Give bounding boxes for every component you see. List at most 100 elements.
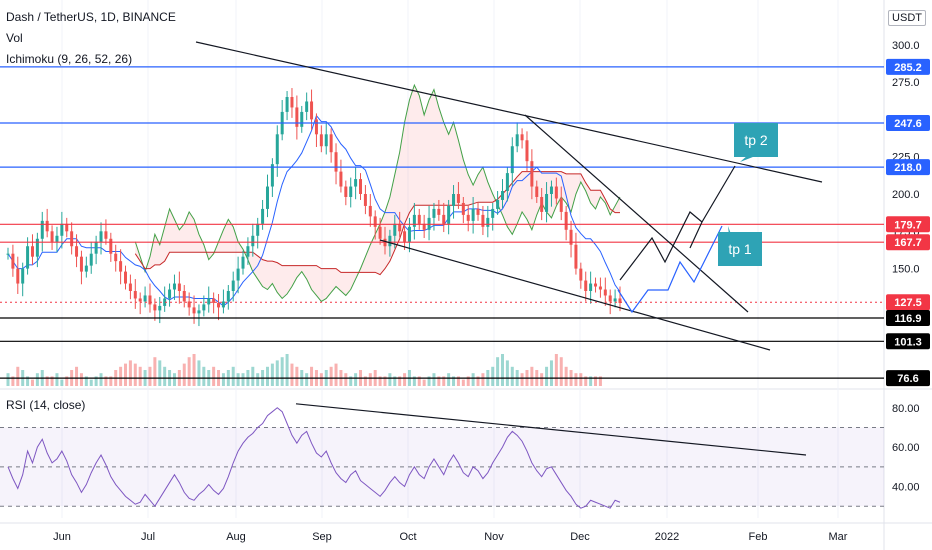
volume-bar (148, 366, 152, 386)
candle-body (177, 283, 181, 291)
volume-bar (212, 366, 216, 386)
rsi-line (7, 407, 621, 509)
candle-body (437, 208, 441, 215)
candle-body (99, 231, 103, 242)
volume-bar (452, 376, 456, 386)
volume-bar (138, 366, 142, 386)
volume-bar (231, 366, 235, 386)
volume-bar (280, 357, 284, 386)
candle-body (407, 226, 411, 242)
volume-bar (491, 366, 495, 386)
candle-body (319, 134, 323, 147)
volume-bar (564, 366, 568, 386)
price-level-label: 247.6 (894, 118, 922, 130)
volume-bar (500, 354, 504, 386)
volume-bar (256, 373, 260, 386)
candle-body (261, 208, 265, 224)
candle-body (143, 295, 147, 302)
candle-body (456, 194, 460, 203)
volume-bar (383, 376, 387, 386)
volume-bar (84, 376, 88, 386)
candle-body (60, 223, 64, 236)
x-tick-label: Nov (484, 531, 504, 543)
volume-bar (471, 373, 475, 386)
target-tag (718, 232, 762, 266)
candle-body (432, 208, 436, 218)
volume-bar (158, 360, 162, 386)
x-tick-label: Oct (399, 531, 416, 543)
candle-body (339, 171, 343, 187)
candle-body (344, 186, 348, 197)
volume-bar (187, 357, 191, 386)
candle-body (290, 97, 294, 108)
price-level-tag (886, 58, 930, 75)
candle-body (246, 246, 250, 257)
x-tick-label: Sep (312, 531, 332, 543)
volume-bar (349, 376, 353, 386)
candle-body (574, 244, 578, 269)
candle-body (104, 231, 108, 239)
price-level-label: 218.0 (894, 162, 922, 174)
y-tick-label: 150.0 (892, 264, 920, 276)
ichimoku-label: Ichimoku (9, 26, 52, 26) (6, 52, 133, 66)
rsi-tick-label: 60.00 (892, 442, 920, 454)
price-level-tag (886, 216, 930, 233)
price-level-tag (886, 310, 930, 327)
volume-bar (275, 360, 279, 386)
candle-body (417, 214, 421, 224)
volume-bar (192, 354, 196, 386)
currency-badge[interactable]: USDT (888, 10, 926, 26)
candle-body (500, 191, 504, 200)
volume-bar (128, 360, 132, 386)
volume-bar (505, 360, 509, 386)
volume-bar (55, 373, 59, 386)
price-level-tag (886, 159, 930, 176)
candle-body (530, 161, 534, 187)
candle-body (172, 283, 176, 290)
x-tick-label: Jul (141, 531, 155, 543)
candle-body (589, 283, 593, 291)
candle-body (11, 253, 15, 269)
volume-bar (584, 376, 588, 386)
y-tick-label: 200.0 (892, 189, 920, 201)
volume-bar (202, 366, 206, 386)
candle-body (114, 253, 118, 262)
volume-bar (432, 373, 436, 386)
volume-bar (520, 373, 524, 386)
rsi-label: RSI (14, close) (6, 398, 86, 412)
candle-body (603, 289, 607, 296)
price-level-label: 101.3 (894, 336, 922, 348)
candle-body (324, 134, 328, 147)
candle-body (182, 291, 186, 302)
volume-bar (417, 376, 421, 386)
volume-bar (319, 373, 323, 386)
projection-path-black-2 (689, 165, 736, 249)
candle-body (153, 304, 157, 311)
volume-bar (378, 376, 382, 386)
x-tick-label: Jun (53, 531, 71, 543)
target-tag-pointer (728, 226, 742, 264)
volume-bar (270, 363, 274, 386)
candle-body (163, 298, 167, 306)
volume-bar (109, 376, 113, 386)
candle-body (133, 291, 137, 299)
candle-body (496, 199, 500, 209)
volume-bar (549, 360, 553, 386)
price-level-label: 285.2 (894, 62, 922, 74)
candle-body (55, 235, 59, 242)
candle-body (481, 214, 485, 227)
price-level-label: 116.9 (895, 313, 922, 325)
volume-bar (79, 373, 83, 386)
price-level-tag (886, 333, 930, 350)
candle-body (359, 179, 363, 194)
volume-bar (60, 379, 64, 386)
volume-bar (305, 373, 309, 386)
volume-bar (119, 366, 123, 386)
candle-body (594, 283, 598, 287)
candle-body (65, 223, 69, 232)
candle-body (388, 235, 392, 247)
candle-body (207, 298, 211, 305)
volume-label: Vol (6, 31, 23, 45)
volume-bar (447, 373, 451, 386)
volume-bar (172, 373, 176, 386)
